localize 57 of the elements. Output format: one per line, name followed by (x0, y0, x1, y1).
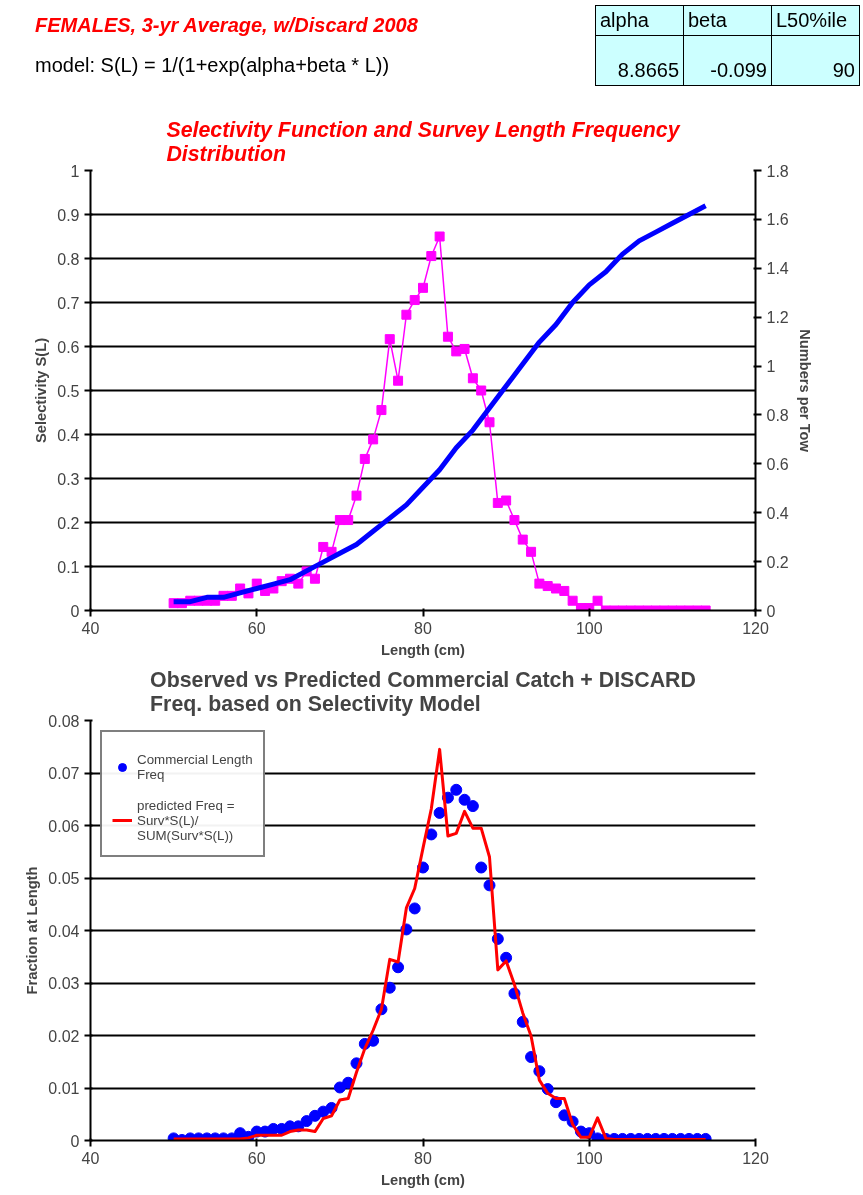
y-tick-label: 0.9 (57, 206, 80, 224)
text: 90 (771, 35, 860, 86)
y-tick-label: 0.05 (48, 870, 80, 887)
y-tick-label: 0.03 (48, 975, 80, 992)
y-tick-label: 0.08 (48, 712, 80, 730)
y2-tick-label: 0 (766, 602, 776, 620)
y-tick-label: 0 (70, 602, 80, 620)
y-axis-title: Fraction at Length (24, 866, 41, 995)
x-tick-label: 100 (575, 1149, 603, 1167)
chart-title: Observed vs Predicted Commercial Catch + DISCARD Freq. based on Selectivity Model (150, 667, 696, 716)
x-tick-label: 120 (742, 1149, 769, 1167)
y2-tick-label: 0.4 (766, 504, 789, 522)
y2-tick-label: 0.6 (766, 455, 789, 473)
y2-tick-label: 1.6 (766, 211, 789, 229)
x-tick-label: 40 (81, 1149, 100, 1167)
y-tick-label: 0.07 (48, 765, 80, 782)
y-tick-label: 0.02 (48, 1027, 80, 1045)
x-tick-label: 80 (414, 619, 432, 637)
text: L50%ile (771, 5, 860, 36)
y-tick-label: 0.04 (48, 922, 80, 940)
y2-tick-label: 0.2 (766, 553, 789, 571)
y2-axis-title: Numbers per Tow (796, 329, 813, 453)
legend-label: Commercial Length Freq (137, 751, 253, 784)
y-tick-label: 0.3 (57, 470, 80, 488)
y-tick-label: 0.06 (48, 817, 80, 835)
text: FEMALES, 3-yr Average, w/Discard 2008 (35, 13, 418, 38)
y2-tick-label: 1.2 (766, 309, 789, 327)
y-tick-label: 0 (70, 1132, 80, 1150)
x-axis-title: Length (cm) (381, 641, 466, 658)
text: model: S(L) = 1/(1+exp(alpha+beta * L)) (35, 53, 391, 78)
y-tick-label: 0.1 (57, 558, 80, 576)
text: beta (683, 5, 772, 36)
y-axis-title: Selectivity S(L) (33, 337, 50, 444)
x-tick-label: 60 (247, 619, 266, 637)
text: 8.8665 (595, 35, 684, 86)
y2-tick-label: 1.8 (766, 162, 789, 180)
legend-label: predicted Freq = Surv*S(L)/ SUM(Surv*S(L)) (137, 796, 235, 845)
x-axis-title: Length (cm) (381, 1171, 466, 1188)
x-tick-label: 40 (81, 619, 100, 637)
y-tick-label: 0.6 (57, 338, 80, 356)
y2-tick-label: 1.4 (766, 260, 789, 278)
text: -0.099 (683, 35, 772, 86)
y-tick-label: 0.7 (57, 294, 80, 312)
x-tick-label: 60 (247, 1149, 266, 1167)
x-tick-label: 120 (742, 619, 769, 637)
y-tick-label: 0.5 (57, 382, 80, 400)
x-tick-label: 80 (414, 1149, 432, 1167)
y2-tick-label: 0.8 (766, 406, 789, 424)
text: alpha (595, 5, 684, 36)
y-tick-label: 0.2 (57, 514, 80, 532)
chart-title: Selectivity Function and Survey Length Frequency Distribution (166, 117, 681, 166)
y-tick-label: 0.4 (57, 426, 80, 444)
y-tick-label: 0.01 (48, 1080, 80, 1097)
y2-tick-label: 1 (766, 358, 776, 376)
y-tick-label: 0.8 (57, 250, 80, 268)
y-tick-label: 1 (70, 162, 80, 180)
x-tick-label: 100 (575, 619, 603, 637)
